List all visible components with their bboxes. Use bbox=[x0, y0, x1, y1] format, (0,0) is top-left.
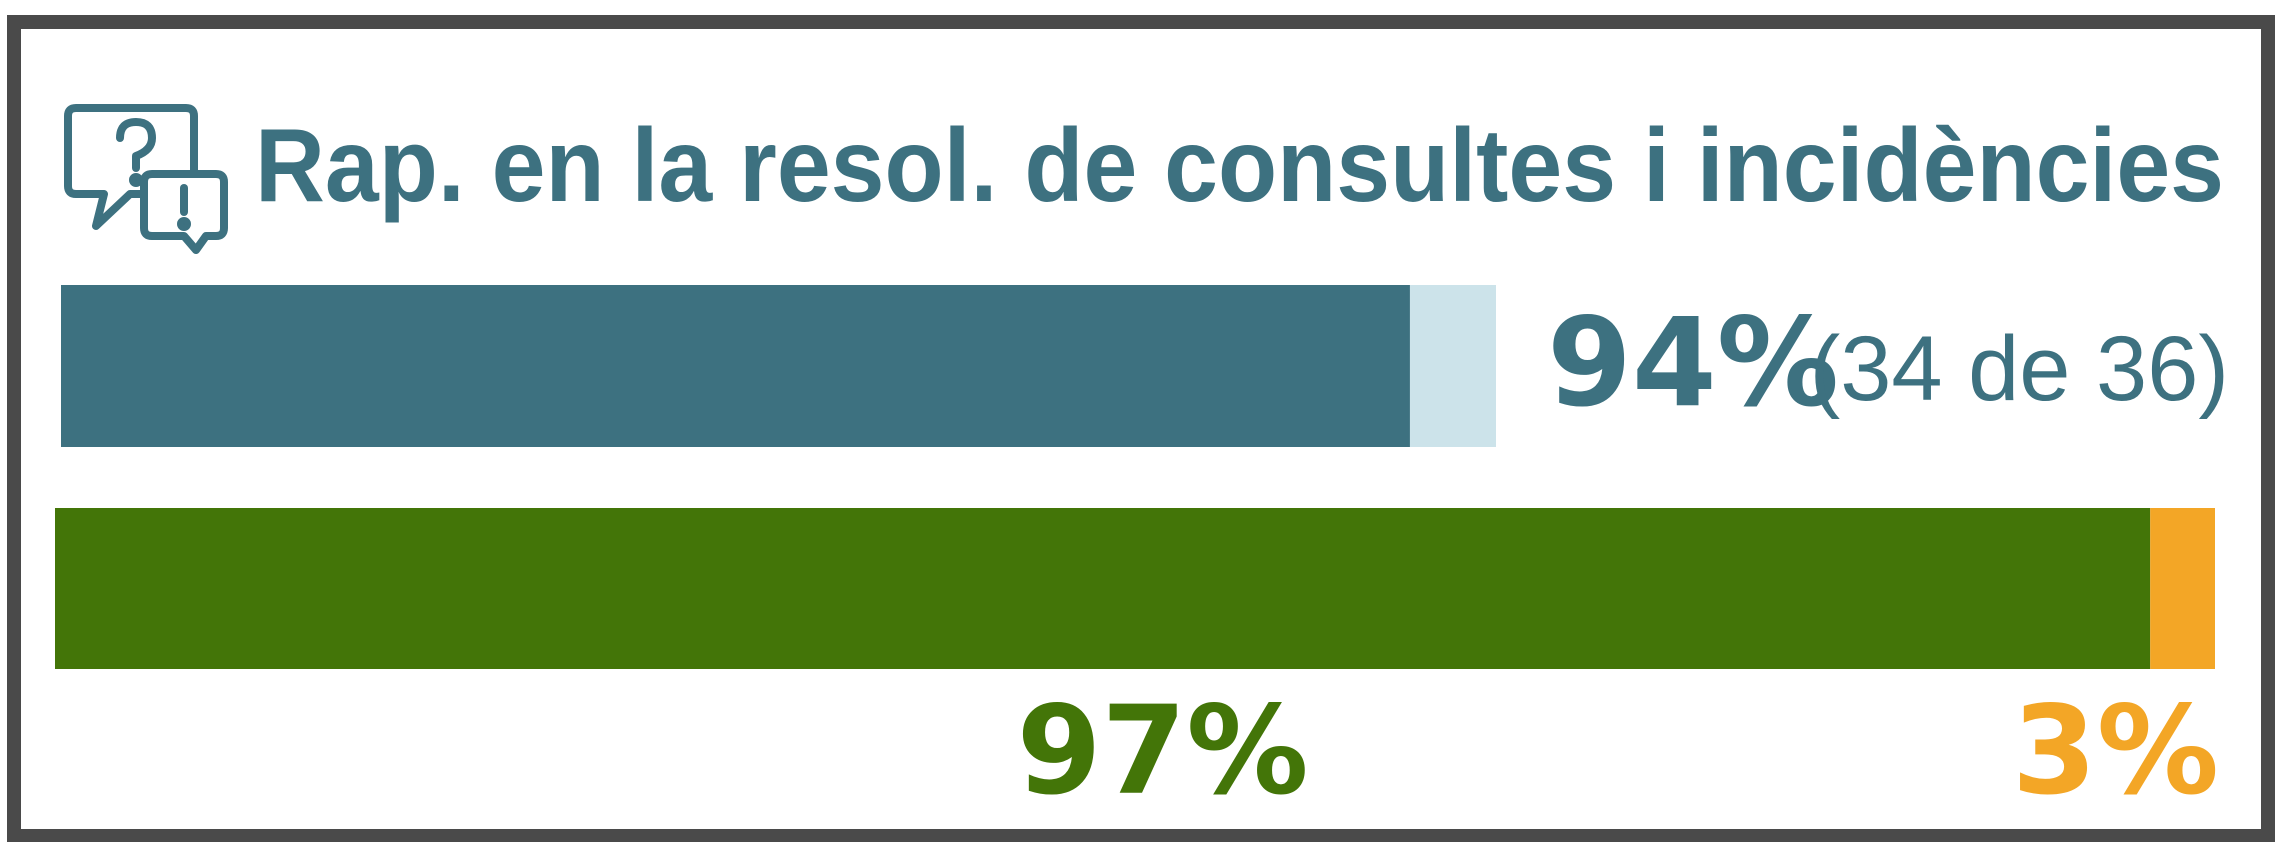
value-label: 94% bbox=[1547, 292, 1839, 434]
segment-label: 3% bbox=[2012, 680, 2219, 822]
detail-label: (34 de 36) bbox=[1810, 318, 2229, 420]
bar-segment bbox=[2150, 508, 2215, 669]
bar bbox=[61, 285, 1410, 447]
title: Rap. en la resol. de consultes i incidèn… bbox=[255, 108, 2224, 224]
bar-segment bbox=[55, 508, 2151, 669]
question-icon bbox=[64, 104, 228, 254]
segment-label: 97% bbox=[1017, 680, 1309, 822]
